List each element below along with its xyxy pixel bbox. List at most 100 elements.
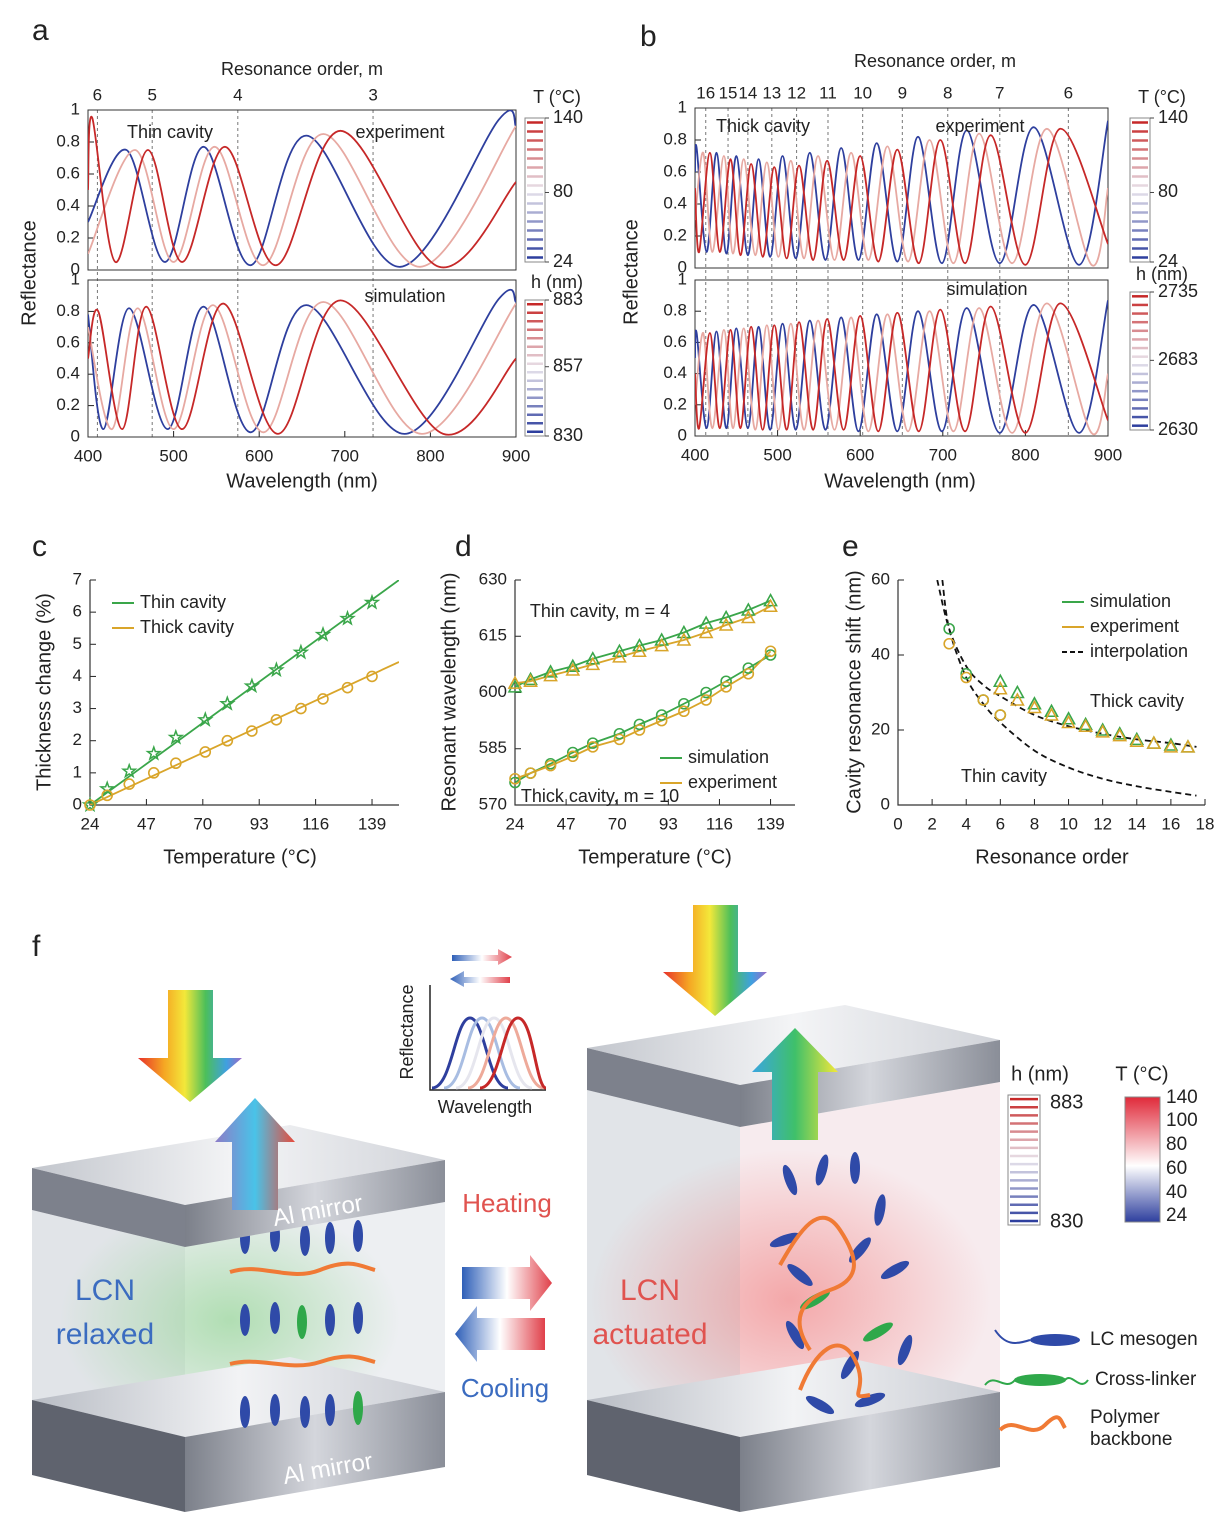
series-line [695,127,1108,267]
reflected-light [215,1098,295,1210]
y-tick-label: 0.8 [56,131,80,150]
marker [565,658,581,673]
y-tick-label: 615 [479,626,507,645]
top-axis-label: Resonance order, m [221,59,383,79]
annotation: Thick cavity [1090,691,1184,711]
y-tick-label: 3 [73,698,82,717]
x-tick-label: 10 [1059,814,1078,833]
marker [523,673,538,688]
colorbar-label: 883 [1050,1091,1083,1113]
marker [992,681,1008,695]
x-tick-label: 6 [996,814,1005,833]
marker [1163,737,1179,751]
backbone [229,1354,376,1368]
marker [1129,733,1145,748]
y-tick-label: 0.4 [56,364,80,383]
marker [339,609,356,626]
legend-label: experiment [688,772,777,792]
marker [742,667,755,680]
marker [120,762,138,779]
annotation: simulation [946,279,1027,299]
panel-label: a [32,14,49,47]
marker [943,622,955,635]
marker [1112,727,1128,742]
axes [897,580,1205,806]
marker [585,656,601,671]
top-tick-label: 4 [233,85,242,104]
x-tick-label: 500 [159,446,187,465]
colorbar-label: 24 [1166,1205,1188,1226]
marker [145,744,163,761]
annotation: Thin cavity [961,766,1047,786]
x-tick-label: 16 [1161,814,1180,833]
series-line [941,580,1197,797]
incident-light [663,905,767,1016]
y-tick-label: 40 [871,644,890,663]
marker [243,677,261,694]
marker [507,675,523,689]
marker [524,767,537,779]
legend-label: simulation [688,747,769,767]
marker [199,746,212,758]
chart: 6 5 4 3 Resonance order, m 0 0.2 0.4 0.6 0.8 1 Refl… [18,59,583,437]
top-tick-label: 14 [738,83,757,102]
marker [1010,692,1025,706]
arrow [450,971,510,987]
y-tick-label: 2 [73,730,82,749]
colorbar-label: 24 [553,251,573,271]
top-tick-label: 5 [147,85,156,104]
inset-axes [429,985,546,1091]
x-tick-label: 93 [250,814,269,833]
legend-label: Cross-linker [1095,1369,1197,1390]
y-tick-label: 0.4 [663,363,687,382]
colorbar-label: 80 [553,181,573,201]
colorbar-label: 883 [553,289,583,309]
marker [1095,724,1111,738]
legend-label: Thin cavity [140,592,226,612]
x-tick-label: 70 [193,814,212,833]
y-tick-label: 1 [71,269,80,288]
top-tick-label: 6 [93,85,102,104]
mesogens [769,1152,913,1415]
marker [509,772,521,785]
colorbar-title: T (°C) [1138,87,1186,107]
series-line [88,301,516,435]
marker [742,662,755,674]
inset-curves [431,1016,547,1090]
marker [314,625,332,642]
marker [1010,684,1025,699]
marker [960,671,973,684]
top-tick-label: 11 [819,83,837,102]
marker [740,602,756,616]
marker [147,767,160,779]
backbone [778,1215,856,1352]
marker [1180,739,1196,753]
mirror [587,1400,740,1512]
x-axis-label: Wavelength (nm) [824,470,976,492]
annotation: Thick cavity, m = 10 [521,786,679,806]
y-tick-label: 0.6 [663,161,687,180]
top-tick-label: 13 [762,83,781,102]
legend-label: Thick cavity [140,617,234,637]
y-tick-label: 0.4 [663,193,687,212]
marker [720,681,732,693]
series-line [695,120,1108,266]
series-line [88,125,516,268]
marker [566,750,579,763]
y-tick-label: 0 [678,257,687,276]
arrow [455,1306,545,1362]
marker [700,694,712,706]
colorbar-title: T (°C) [533,87,581,107]
marker [366,670,378,683]
x-tick-label: 18 [1196,814,1215,833]
marker [1146,735,1162,749]
marker [764,649,777,661]
marker [632,637,647,652]
top-tick-label: 3 [368,85,377,104]
colorbar-label: 40 [1166,1182,1187,1203]
series-line [936,580,1197,748]
marker [507,679,523,693]
legend-label: simulation [1090,591,1171,611]
top-tick-label: 7 [995,83,1004,102]
